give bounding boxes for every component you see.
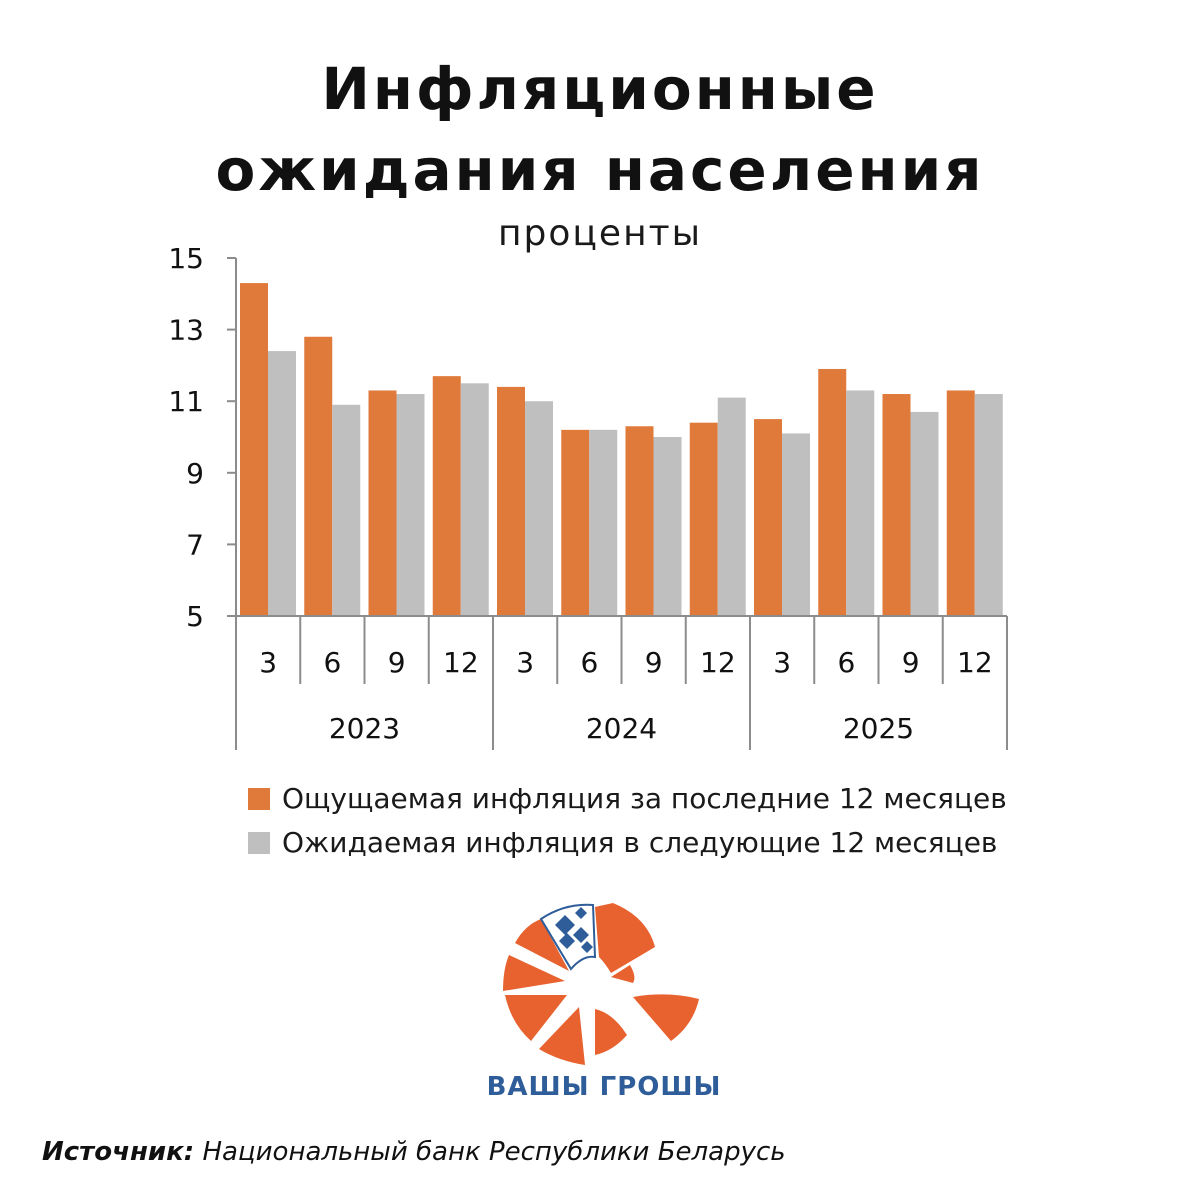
bar-perceived (368, 390, 397, 616)
y-tick-label: 15 (168, 242, 204, 275)
x-group-label: 2024 (586, 712, 657, 745)
chart-title-line-1: Инфляционные (321, 55, 879, 123)
bar-expected (782, 433, 810, 616)
x-category-label: 12 (443, 646, 479, 679)
legend-item-expected: Ожидаемая инфляция в следующие 12 месяце… (248, 826, 997, 859)
bar-expected (910, 411, 939, 616)
legend-item-perceived: Ощущаемая инфляция за последние 12 месяц… (248, 782, 1007, 815)
bar-perceived (625, 426, 654, 616)
x-category-label: 6 (323, 646, 341, 679)
source-label: Источник: (42, 1137, 195, 1167)
bar-perceived (240, 283, 268, 616)
bar-expected (525, 401, 553, 616)
vashy-groshy-logo-icon (503, 903, 699, 1065)
logo-petal-icon (505, 995, 567, 1041)
logo-petal-icon (595, 903, 655, 973)
bar-expected (332, 404, 361, 616)
bar-perceived (561, 429, 590, 616)
x-category-label: 6 (837, 646, 855, 679)
logo-petal-icon (539, 1007, 585, 1065)
legend-swatch-perceived (248, 787, 270, 810)
logo-petal-icon (595, 1009, 627, 1055)
bar-perceived (882, 394, 911, 616)
x-category-label: 9 (645, 646, 663, 679)
logo-ornament-icon (539, 903, 597, 971)
bar-expected (396, 394, 425, 616)
bar-expected (589, 429, 618, 616)
x-category-label: 12 (700, 646, 736, 679)
x-category-label: 3 (773, 646, 791, 679)
bar-perceived (432, 376, 461, 616)
logo-text: ВАШЫ ГРОШЫ (486, 1072, 722, 1102)
bar-expected (460, 383, 489, 616)
source-note: Источник: Национальный банк Республики Б… (42, 1137, 786, 1167)
y-tick-label: 13 (168, 314, 204, 347)
bar-expected (268, 351, 296, 616)
bar-perceived (689, 422, 718, 616)
chart-subtitle: проценты (498, 213, 702, 254)
logo-petal-icon (503, 955, 565, 991)
bar-expected (846, 390, 875, 616)
x-category-label: 3 (516, 646, 534, 679)
x-category-label: 12 (957, 646, 993, 679)
bar-expected (653, 437, 682, 616)
bar-perceived (754, 419, 782, 616)
y-tick-label: 9 (186, 457, 204, 490)
x-category-label: 3 (259, 646, 277, 679)
x-category-label: 9 (902, 646, 920, 679)
chart-title-line-2: ожидания населения (215, 136, 985, 204)
x-group-label: 2025 (843, 712, 914, 745)
bar-chart: 5 7 9 11 13 15 3 6 9 12 3 6 9 12 3 6 9 12 2023 2024 2025 (168, 242, 1008, 750)
legend-swatch-expected (248, 831, 270, 854)
source-text: Национальный банк Республики Беларусь (202, 1137, 786, 1167)
x-group-label: 2023 (329, 712, 400, 745)
y-tick-label: 11 (168, 385, 204, 418)
logo-petal-icon (515, 919, 569, 971)
bar-perceived (818, 368, 847, 616)
legend-label-expected: Ожидаемая инфляция в следующие 12 месяце… (282, 826, 998, 859)
bar-expected (717, 397, 746, 616)
y-tick-label: 5 (186, 600, 204, 633)
bar-perceived (497, 386, 525, 616)
x-category-label: 9 (388, 646, 406, 679)
bar-expected (974, 394, 1003, 616)
y-tick-label: 7 (186, 528, 204, 561)
bar-perceived (946, 390, 975, 616)
logo-petal-icon (633, 994, 699, 1041)
bar-perceived (304, 336, 333, 616)
logo-petal-icon (611, 965, 635, 983)
x-category-label: 6 (580, 646, 598, 679)
legend-label-perceived: Ощущаемая инфляция за последние 12 месяц… (282, 782, 1007, 815)
